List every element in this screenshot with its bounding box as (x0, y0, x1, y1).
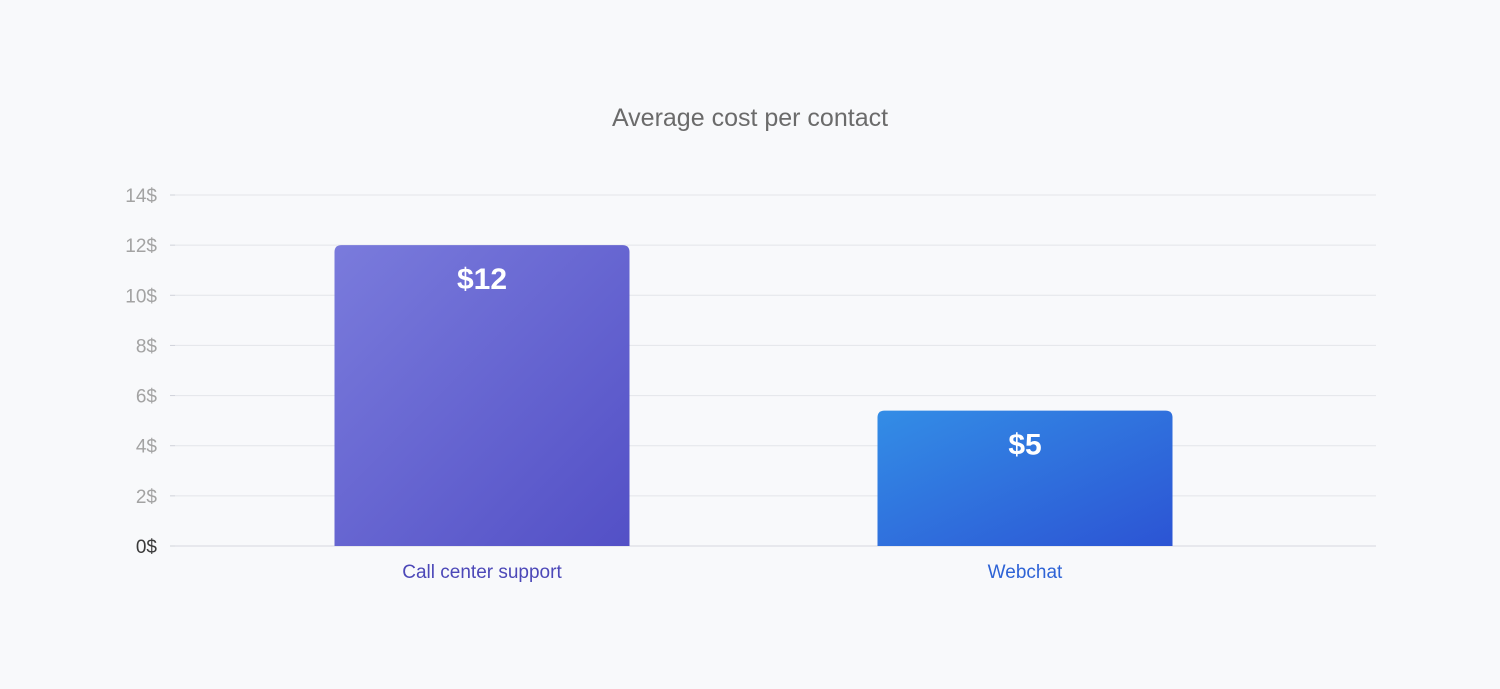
bar-value-label: $12 (457, 263, 507, 296)
y-tick-label: 6$ (136, 387, 158, 408)
chart-title: Average cost per contact (611, 104, 889, 132)
bars (334, 245, 1173, 546)
y-tick-label: 10$ (125, 286, 157, 307)
y-tick-label: 0$ (136, 537, 158, 558)
bar-value-label: $5 (1008, 429, 1041, 462)
y-tick-label: 12$ (125, 236, 157, 257)
bar-value-labels: $12 $5 (457, 263, 1042, 461)
bar-webchat (877, 410, 1173, 546)
x-category-label: Call center support (402, 562, 562, 583)
y-tick-label: 2$ (136, 487, 158, 508)
y-tick-label: 4$ (136, 437, 158, 458)
x-axis-labels: Call center support Webchat (402, 562, 1063, 583)
y-tick-label: 8$ (136, 336, 158, 357)
y-tick-label: 14$ (125, 186, 157, 207)
x-category-label: Webchat (988, 562, 1063, 583)
bar-call-center-support (334, 245, 630, 546)
y-axis-ticks: 0$ 2$ 4$ 6$ 8$ 10$ 12$ 14$ (125, 186, 175, 558)
